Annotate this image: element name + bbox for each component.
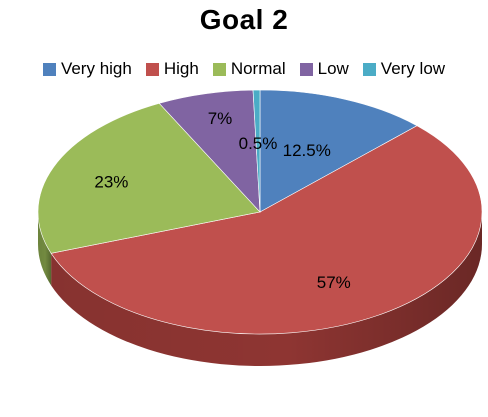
legend-swatch-normal [212, 62, 226, 76]
legend-label-very-high: Very high [60, 59, 132, 78]
pie-slice-very-low [252, 89, 261, 213]
legend-item-normal: Normal [212, 59, 286, 79]
pie-label-very-high: 12.5% [283, 141, 331, 160]
legend-swatch-very-low [362, 62, 376, 76]
pie-slice-normal [37, 102, 261, 254]
pie-slice-very-high [259, 89, 418, 213]
chart-title: Goal 2 [199, 4, 289, 35]
legend-item-very-low: Very low [362, 59, 446, 79]
pie-data-labels: 12.5% 57% 23% 7% 0.5% [94, 109, 350, 292]
pie-label-high: 57% [317, 273, 351, 292]
legend-swatch-high [145, 62, 159, 76]
legend-label-very-low: Very low [380, 59, 446, 78]
legend-item-very-high: Very high [42, 59, 132, 79]
pie-wall-shade-normal [38, 212, 52, 286]
pie-depth-walls [38, 212, 482, 366]
pie-top-faces [37, 89, 483, 335]
legend-item-low: Low [299, 59, 349, 79]
pie-label-low: 7% [208, 109, 233, 128]
pie-wall-shade-high [51, 212, 482, 366]
legend-swatch-low [299, 62, 313, 76]
legend-label-high: High [163, 59, 199, 78]
chart-legend: Very high High Normal Low Very low [0, 56, 488, 82]
pie-slice-high [50, 125, 483, 335]
pie-label-very-low: 0.5% [239, 134, 278, 153]
legend-swatch-very-high [42, 62, 56, 76]
legend-label-low: Low [317, 59, 349, 78]
legend-item-high: High [145, 59, 199, 79]
pie-label-normal: 23% [94, 172, 128, 191]
legend-label-normal: Normal [230, 59, 286, 78]
